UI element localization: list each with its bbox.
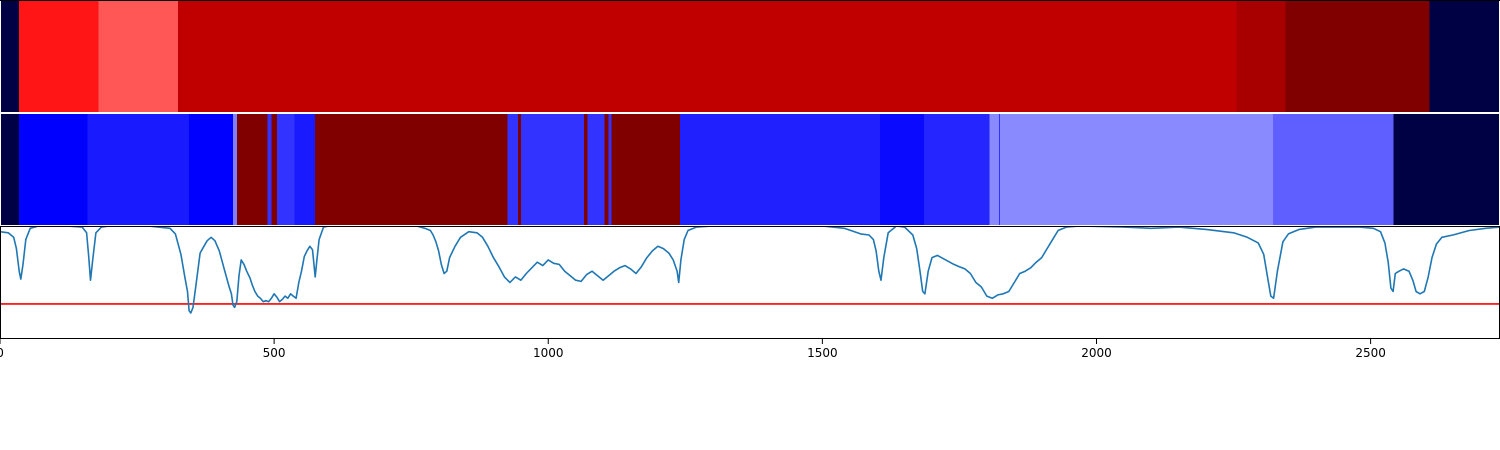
track-1-segment-24 xyxy=(1000,113,1274,226)
track-1-segment-3 xyxy=(189,113,233,226)
track-1-segment-8 xyxy=(276,113,295,226)
track-1-segment-12 xyxy=(518,113,521,226)
category-track-lower xyxy=(0,113,1500,226)
track-1-segment-7 xyxy=(271,113,277,226)
track-1-segment-6 xyxy=(267,113,272,226)
x-tick-label: 2500 xyxy=(1355,346,1386,360)
track-0-segment-6 xyxy=(1429,0,1500,113)
track-1-segment-15 xyxy=(587,113,605,226)
track-1-segment-11 xyxy=(507,113,519,226)
track-1-segment-5 xyxy=(236,113,268,226)
signal-plot-background xyxy=(0,226,1500,339)
track-1-segment-19 xyxy=(679,113,880,226)
track-1-segment-26 xyxy=(1393,113,1500,226)
track-1-segment-13 xyxy=(520,113,584,226)
track-1-segment-20 xyxy=(879,113,924,226)
track-0-segment-3 xyxy=(178,0,1237,113)
track-1-segment-17 xyxy=(608,113,612,226)
x-tick-label: 500 xyxy=(263,346,286,360)
track-0-segment-4 xyxy=(1236,0,1286,113)
track-1-segment-9 xyxy=(294,113,316,226)
x-tick-label: 0 xyxy=(0,346,4,360)
track-1-segment-21 xyxy=(923,113,990,226)
track-1-segment-2 xyxy=(87,113,190,226)
track-1-segment-14 xyxy=(583,113,588,226)
track-0-segment-1 xyxy=(19,0,99,113)
track-0-segment-2 xyxy=(98,0,179,113)
x-tick-label: 2000 xyxy=(1081,346,1112,360)
track-1-segment-25 xyxy=(1273,113,1394,226)
signal-panel xyxy=(0,225,1500,339)
track-1-segment-18 xyxy=(611,113,680,226)
track-1-segment-10 xyxy=(315,113,508,226)
x-tick-label: 1500 xyxy=(807,346,838,360)
track-0-segment-0 xyxy=(0,0,20,113)
x-axis: 0 500 1000 1500 2000 2500 xyxy=(0,339,1386,360)
signal-line xyxy=(0,225,1500,314)
track-1-segment-23 xyxy=(998,113,1000,226)
category-track-upper xyxy=(0,0,1500,113)
x-tick-label: 1000 xyxy=(533,346,564,360)
track-1-segment-16 xyxy=(604,113,609,226)
track-1-segment-22 xyxy=(989,113,999,226)
track-1-segment-4 xyxy=(233,113,237,226)
track-1-segment-0 xyxy=(0,113,20,226)
track-0-segment-5 xyxy=(1285,0,1430,113)
track-1-segment-1 xyxy=(19,113,88,226)
